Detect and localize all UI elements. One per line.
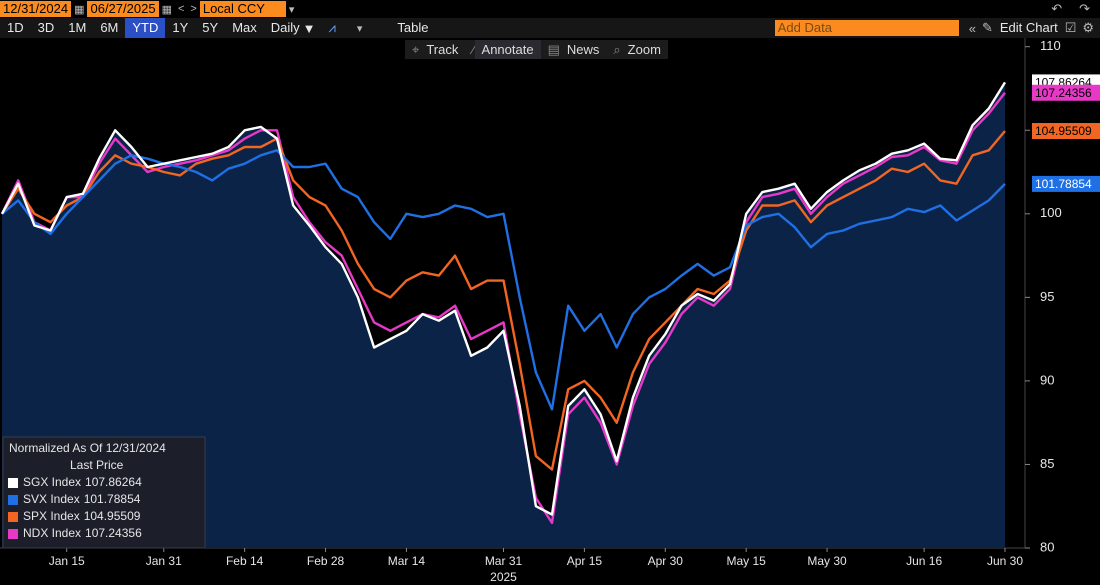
redo-icon[interactable]: ↷ — [1079, 1, 1090, 16]
table-button[interactable]: Table — [397, 20, 429, 35]
series-line — [0, 130, 1006, 471]
x-tick-label: Jun 16 — [906, 554, 942, 568]
start-date[interactable]: 12/31/2024 — [0, 1, 72, 17]
period-button[interactable]: 6M — [100, 20, 119, 35]
period-button[interactable]: Max — [232, 20, 257, 35]
y-tick-label: 85 — [1040, 456, 1054, 471]
legend-entry: SPX Index 104.95509 — [23, 509, 141, 523]
x-tick-label: Feb 28 — [307, 554, 345, 568]
period-group: 1D 3D 1M 6M YTD 1Y 5Y Max — [0, 18, 264, 38]
prev-arrow[interactable]: < — [177, 3, 185, 15]
toolbar-dates: 12/31/2024 ▦ 06/27/2025 ▦ < > Local CCY … — [0, 0, 1100, 18]
settings-icon[interactable]: ⚙ — [1082, 20, 1094, 35]
x-tick-label: Mar 31 — [485, 554, 523, 568]
tool-button[interactable]: Zoom — [627, 42, 661, 57]
legend-subtitle: Last Price — [70, 458, 124, 472]
legend-entry: NDX Index 107.24356 — [23, 526, 142, 540]
last-value-box — [1032, 175, 1100, 192]
y-tick-label: 110 — [1040, 38, 1061, 53]
series-line — [0, 81, 1007, 516]
legend-entry: SGX Index 107.86264 — [23, 475, 142, 489]
x-tick-label: Jan 15 — [49, 554, 85, 568]
period-button[interactable]: 1Y — [172, 20, 189, 35]
legend-title: Normalized As Of 12/31/2024 — [9, 441, 166, 455]
period-button[interactable]: 1D — [7, 20, 24, 35]
y-tick-label: 95 — [1040, 289, 1054, 304]
tool-icon[interactable]: ▤ — [547, 42, 560, 57]
chart-type-icon[interactable]: ⩘ — [328, 20, 336, 35]
legend-swatch — [8, 512, 18, 522]
tool-button[interactable]: News — [566, 42, 600, 57]
undo-icon[interactable]: ↶ — [1051, 1, 1063, 16]
currency[interactable]: Local CCY — [199, 1, 286, 17]
legend-entry: SVX Index 101.78854 — [23, 492, 141, 506]
x-tick-label: Jan 31 — [146, 554, 182, 568]
legend-box — [2, 436, 206, 549]
x-tick-label: May 15 — [726, 554, 766, 568]
legend-value: 101.78854 — [84, 492, 141, 506]
legend-value: 107.86264 — [85, 475, 142, 489]
chart-type-dropdown[interactable]: ▾ — [356, 22, 363, 35]
edit-icon[interactable]: ✎ — [981, 20, 993, 35]
period-button[interactable]: 1M — [68, 20, 87, 35]
period-button[interactable]: 5Y — [202, 20, 219, 35]
period-button[interactable]: YTD — [125, 18, 166, 38]
legend-name: SPX Index — [23, 509, 80, 523]
last-value-box — [1032, 123, 1100, 140]
legend-value: 107.24356 — [85, 526, 142, 540]
legend-name: SVX Index — [23, 492, 80, 506]
area — [2, 82, 1005, 549]
x-tick-label: Feb 14 — [226, 554, 264, 568]
end-date[interactable]: 06/27/2025 — [87, 1, 159, 17]
last-value-box — [1032, 84, 1100, 101]
edit-chart[interactable]: Edit Chart — [999, 20, 1058, 35]
frequency[interactable]: Daily — [270, 20, 300, 35]
tool-button[interactable]: Track — [426, 42, 459, 57]
last-value-label: 104.95509 — [1035, 124, 1092, 138]
x-tick-label: Apr 15 — [567, 554, 603, 568]
add-data-field[interactable]: Add Data — [774, 20, 959, 36]
legend: Normalized As Of 12/31/2024 Last Price SGX… — [2, 436, 206, 549]
chart-tools: ⌖ Track ⁄ Annotate ▤ News ⌕ Zoom — [405, 40, 668, 59]
year-label: 2025 — [490, 570, 517, 584]
x-tick-label: Mar 14 — [388, 554, 426, 568]
x-tick-label: Jun 30 — [987, 554, 1023, 568]
currency-dropdown[interactable]: ▾ — [288, 3, 295, 16]
collapse-icon[interactable]: « — [968, 20, 976, 36]
tool-icon[interactable]: ⌖ — [412, 42, 420, 57]
edit-box-icon[interactable]: ☑ — [1064, 20, 1077, 35]
calendar-icon[interactable]: ▦ — [74, 3, 85, 16]
y-tick-label: 80 — [1040, 539, 1054, 554]
y-tick-label: 90 — [1040, 372, 1054, 387]
legend-value: 104.95509 — [84, 509, 141, 523]
next-arrow[interactable]: > — [190, 3, 197, 15]
toolbar-periods: 1D 3D 1M 6M YTD 1Y 5Y Max Daily ▼ ⩘ ▾ Table Add… — [0, 18, 1100, 38]
x-tick-label: May 30 — [807, 554, 847, 568]
x-tick-label: Apr 30 — [648, 554, 684, 568]
tool-icon[interactable]: ⌕ — [613, 42, 621, 57]
legend-name: NDX Index — [23, 526, 81, 540]
tool-button[interactable]: Annotate — [474, 40, 541, 59]
legend-swatch — [8, 478, 18, 488]
y-tick-label: 100 — [1040, 205, 1062, 220]
series-line — [1, 149, 1006, 411]
legend-swatch — [8, 529, 18, 539]
tool-icon[interactable]: ⁄ — [472, 42, 475, 57]
last-value-label: 107.24356 — [1035, 86, 1092, 100]
frequency-arrow[interactable]: ▼ — [302, 20, 316, 36]
calendar-icon[interactable]: ▦ — [161, 3, 172, 16]
legend-name: SGX Index — [23, 475, 81, 489]
period-button[interactable]: 3D — [37, 20, 55, 35]
last-value-label: 101.78854 — [1035, 177, 1092, 191]
legend-swatch — [8, 495, 18, 505]
